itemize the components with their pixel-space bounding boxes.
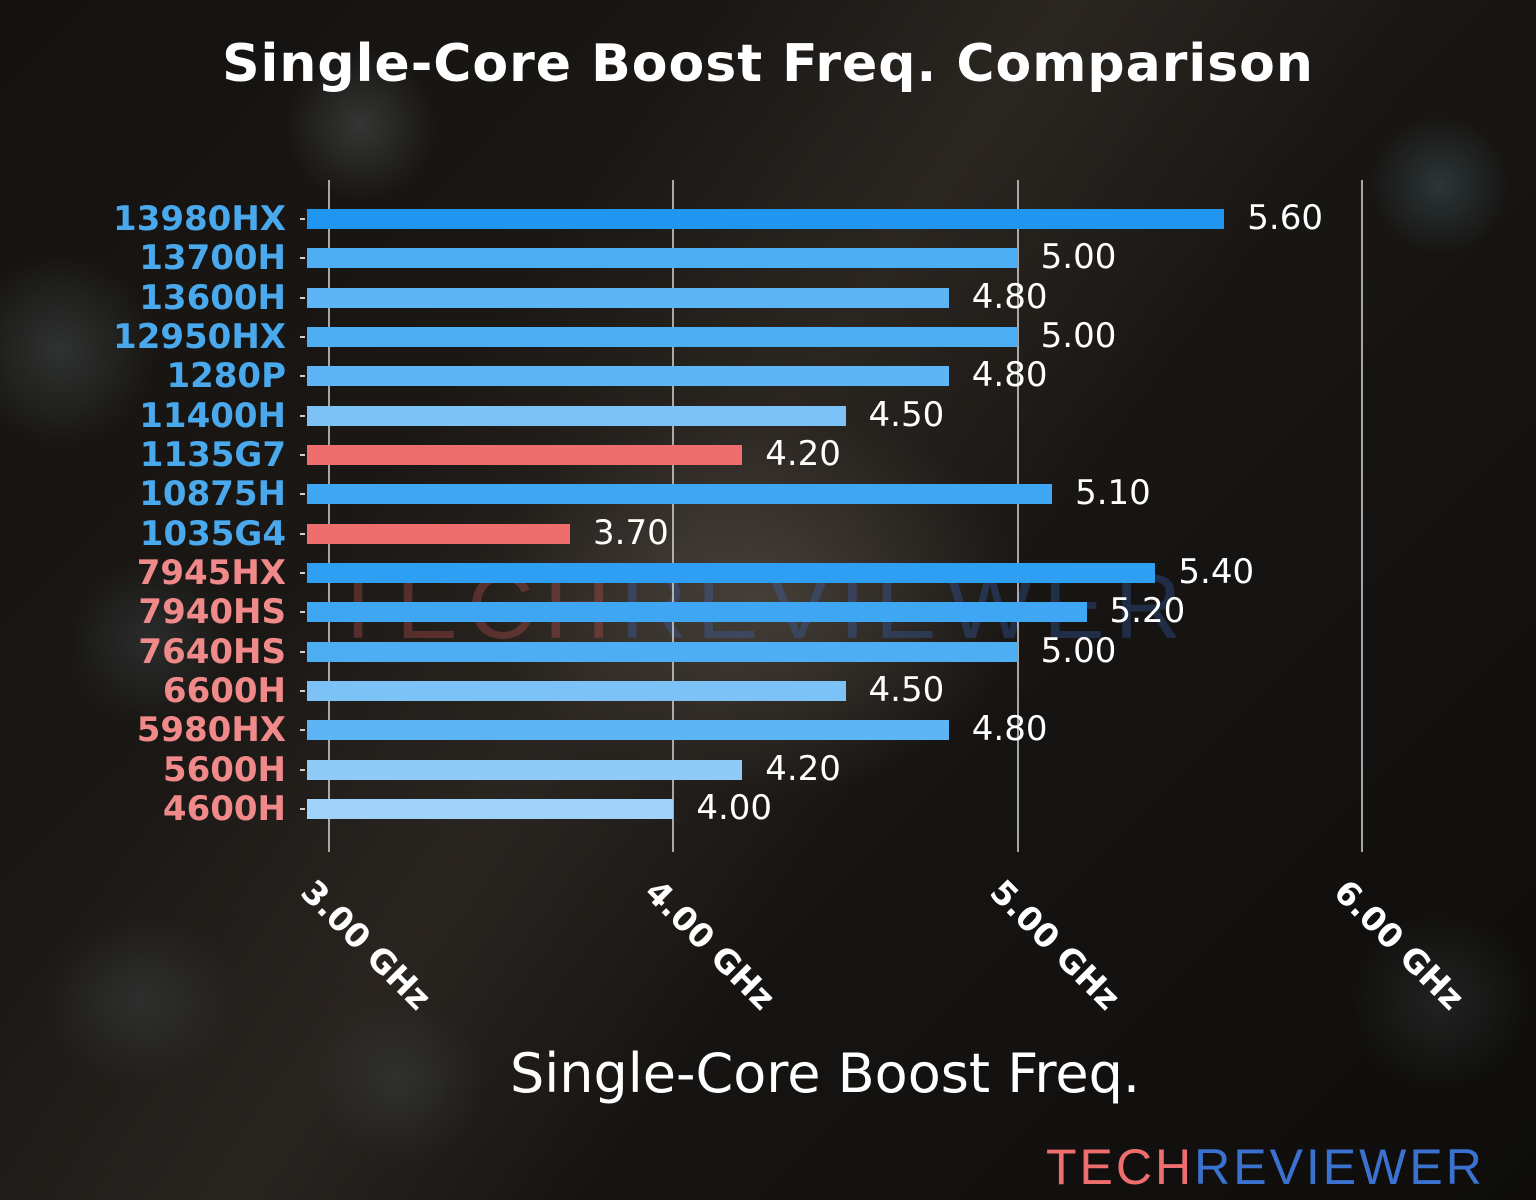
value-label: 5.20 <box>1109 591 1186 632</box>
logo-reviewer: REVIEWER <box>1194 1139 1485 1195</box>
bar <box>307 287 949 308</box>
y-tick-mark <box>300 257 305 260</box>
x-tick-label: 5.00 GHz <box>982 872 1128 1018</box>
bar <box>307 405 846 426</box>
category-label: 7945HX <box>136 553 286 593</box>
chart-title: Single-Core Boost Freq. Comparison <box>222 34 1314 94</box>
value-label: 4.20 <box>765 434 841 474</box>
category-label: 13700H <box>139 238 286 279</box>
bar-row: 13600H 4.80 <box>0 279 1536 316</box>
value-label: 4.80 <box>971 276 1048 317</box>
bar <box>307 759 743 780</box>
category-label: 5600H <box>162 749 286 790</box>
value-label: 4.50 <box>868 670 945 710</box>
y-tick-mark <box>300 414 305 417</box>
bar <box>307 641 1018 662</box>
y-tick-mark <box>300 532 305 535</box>
category-label: 1280P <box>166 356 286 397</box>
category-label: 7940HS <box>138 592 286 633</box>
bar <box>307 799 674 819</box>
bar-row: 7640HS 5.00 <box>0 633 1536 670</box>
bar-row: 5600H 4.20 <box>0 751 1536 788</box>
gridline <box>672 180 675 852</box>
gridline <box>1361 180 1363 852</box>
value-label: 5.40 <box>1178 552 1255 592</box>
bar-row: 5980HX 4.80 <box>0 711 1536 748</box>
bar <box>307 720 949 741</box>
bar-row: 1280P 4.80 <box>0 357 1536 394</box>
gridline <box>328 180 330 852</box>
y-tick-mark <box>300 729 305 732</box>
x-tick-label: 3.00 GHz <box>293 872 439 1018</box>
value-label: 5.00 <box>1040 630 1117 671</box>
value-label: 5.00 <box>1040 316 1117 356</box>
value-label: 4.80 <box>971 709 1048 750</box>
bar <box>307 366 949 387</box>
y-tick-mark <box>300 690 305 692</box>
bar-row: 13700H 5.00 <box>0 239 1536 276</box>
value-label: 5.10 <box>1075 473 1151 514</box>
y-tick-mark <box>300 375 305 378</box>
y-tick-mark <box>300 650 305 653</box>
category-label: 13600H <box>139 277 286 318</box>
bar-row: 7940HS 5.20 <box>0 593 1536 630</box>
gridline <box>1016 180 1019 852</box>
value-label: 5.60 <box>1247 198 1323 238</box>
y-tick-mark <box>300 336 305 338</box>
category-label: 1035G4 <box>139 513 286 554</box>
logo-tech: TECH <box>1046 1139 1195 1195</box>
bar <box>307 602 1087 623</box>
y-tick-mark <box>300 454 305 456</box>
brand-logo: TECHREVIEWER <box>1046 1138 1485 1196</box>
bar-row: 10875H 5.10 <box>0 475 1536 512</box>
y-tick-mark <box>300 218 305 220</box>
y-tick-mark <box>300 572 305 574</box>
bar <box>307 248 1018 269</box>
x-tick-label: 4.00 GHz <box>637 872 784 1018</box>
value-label: 3.70 <box>593 512 669 553</box>
bar <box>307 681 846 701</box>
bar <box>307 445 743 465</box>
bar-row: 6600H 4.50 <box>0 672 1536 709</box>
y-tick-mark <box>300 296 305 299</box>
y-tick-mark <box>300 611 305 614</box>
bar-row: 13980HX 5.60 <box>0 200 1536 237</box>
category-label: 6600H <box>162 671 286 711</box>
x-axis-label: Single-Core Boost Freq. <box>510 1042 1141 1105</box>
y-tick-mark <box>300 768 305 771</box>
bar <box>307 327 1018 347</box>
x-tick-label: 6.00 GHz <box>1326 872 1472 1018</box>
category-label: 4600H <box>162 789 286 829</box>
y-tick-mark <box>300 808 305 810</box>
bar-row: 7945HX 5.40 <box>0 554 1536 591</box>
value-label: 4.00 <box>696 788 773 828</box>
value-label: 5.00 <box>1040 237 1117 278</box>
y-tick-mark <box>300 493 305 496</box>
bar-row: 1135G7 4.20 <box>0 436 1536 473</box>
category-label: 12950HX <box>113 317 286 357</box>
bar <box>307 209 1225 229</box>
bar-row: 4600H 4.00 <box>0 790 1536 827</box>
bar-row: 12950HX 5.00 <box>0 318 1536 355</box>
category-label: 1135G7 <box>139 435 286 475</box>
category-label: 11400H <box>139 395 286 436</box>
category-label: 10875H <box>139 474 286 515</box>
value-label: 4.20 <box>765 748 841 789</box>
value-label: 4.50 <box>868 394 945 435</box>
category-label: 13980HX <box>113 199 286 239</box>
category-label: 5980HX <box>136 710 286 751</box>
category-label: 7640HS <box>138 631 286 672</box>
bar-row: 11400H 4.50 <box>0 397 1536 434</box>
bar <box>307 484 1053 505</box>
bar <box>307 563 1156 583</box>
bar-row: 1035G4 3.70 <box>0 515 1536 552</box>
bar <box>307 523 571 544</box>
value-label: 4.80 <box>971 355 1048 396</box>
